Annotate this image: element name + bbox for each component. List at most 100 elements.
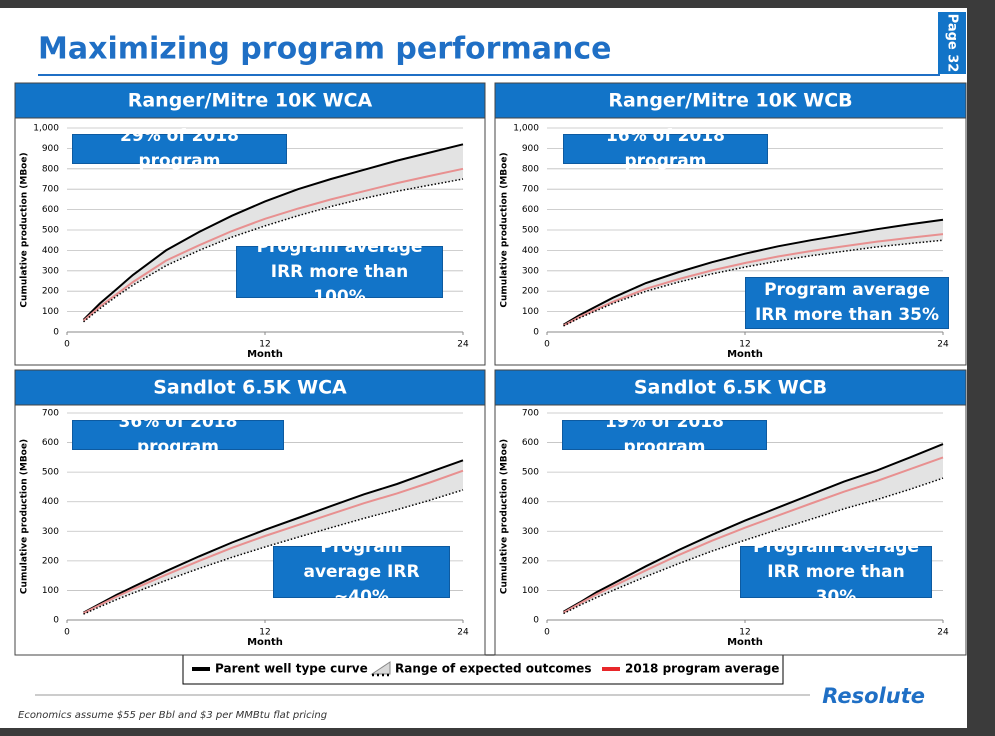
y-tick-label: 100 (42, 586, 59, 596)
legend-label: 2018 program average (625, 662, 779, 676)
series-line (563, 477, 944, 615)
series-line (83, 469, 464, 615)
y-tick-label: 0 (533, 328, 539, 338)
y-tick-label: 700 (42, 409, 59, 419)
panel-header (14, 82, 486, 119)
x-tick-label: 0 (64, 340, 70, 350)
y-tick-label: 300 (42, 527, 59, 537)
panel-title: Ranger/Mitre 10K WCB (608, 90, 852, 112)
y-tick-label: 400 (42, 497, 59, 507)
x-tick-label: 24 (457, 340, 469, 350)
y-axis-label: Cumulative production (MBoe) (500, 152, 510, 307)
range-area (563, 444, 943, 614)
series-line (563, 456, 944, 614)
legend-label: Parent well type curve (215, 662, 368, 676)
x-tick-label: 0 (64, 628, 70, 638)
y-tick-label: 200 (42, 556, 59, 566)
legend-swatch (370, 661, 391, 675)
y-tick-label: 300 (522, 527, 539, 537)
y-tick-label: 600 (522, 438, 539, 448)
y-tick-label: 600 (42, 205, 59, 215)
irr-note: Program average IRR ~40% (273, 537, 450, 607)
y-tick-label: 400 (42, 246, 59, 256)
logo: Resolute (822, 684, 925, 708)
footer-note: Economics assume $55 per Bbl and $3 per … (18, 710, 327, 721)
callout: 29% of 2018 program (72, 126, 287, 171)
slide-title: Maximizing program performance (38, 32, 611, 67)
x-tick-label: 24 (937, 628, 949, 638)
y-tick-label: 100 (522, 586, 539, 596)
y-tick-label: 500 (42, 226, 59, 236)
irr-note: Program average IRR more than 30% (740, 537, 932, 607)
y-axis-label: Cumulative production (MBoe) (20, 439, 30, 594)
x-axis-label: Month (727, 349, 763, 360)
callout: 16% of 2018 program (563, 126, 768, 171)
series-line (83, 178, 464, 323)
irr-note: Program average IRR more than 35% (745, 277, 949, 329)
y-axis-label: Cumulative production (MBoe) (20, 152, 30, 307)
x-tick-label: 24 (937, 340, 949, 350)
series-line (563, 239, 944, 327)
x-axis-label: Month (247, 637, 283, 648)
callout: 19% of 2018 program (562, 412, 767, 457)
series-line (563, 443, 944, 613)
y-tick-label: 300 (42, 266, 59, 276)
series-line (83, 489, 464, 615)
x-tick-label: 12 (739, 340, 750, 350)
series-line (82, 167, 464, 322)
series-line (563, 233, 944, 327)
y-tick-label: 700 (42, 185, 59, 195)
y-tick-label: 500 (522, 226, 539, 236)
x-tick-label: 12 (739, 628, 750, 638)
y-tick-label: 900 (42, 144, 59, 154)
series-line (562, 218, 944, 326)
callout: 36% of 2018 program (72, 412, 284, 457)
y-tick-label: 600 (522, 205, 539, 215)
range-area (83, 144, 463, 322)
x-tick-label: 0 (544, 628, 550, 638)
y-tick-label: 400 (522, 246, 539, 256)
y-tick-label: 1,000 (33, 124, 59, 134)
y-tick-label: 800 (522, 164, 539, 174)
y-tick-label: 0 (53, 328, 59, 338)
panel-header (494, 369, 967, 406)
legend-label: Range of expected outcomes (395, 662, 591, 676)
page-tab (938, 12, 966, 74)
panel-title: Sandlot 6.5K WCB (634, 377, 827, 399)
y-tick-label: 200 (522, 287, 539, 297)
y-tick-label: 1,000 (513, 124, 539, 134)
y-axis-label: Cumulative production (MBoe) (500, 439, 510, 594)
x-tick-label: 24 (457, 628, 469, 638)
y-tick-label: 100 (42, 307, 59, 317)
panel-header (14, 369, 486, 406)
x-tick-label: 12 (259, 340, 270, 350)
irr-note: Program average IRR more than 100% (236, 237, 443, 307)
y-tick-label: 700 (522, 409, 539, 419)
y-tick-label: 900 (522, 144, 539, 154)
series-line (83, 459, 464, 614)
x-tick-label: 0 (544, 340, 550, 350)
y-tick-label: 700 (522, 185, 539, 195)
panel-header (494, 82, 967, 119)
x-axis-label: Month (727, 637, 763, 648)
panel-title: Sandlot 6.5K WCA (153, 377, 347, 399)
y-tick-label: 600 (42, 438, 59, 448)
page-number: Page 32 (945, 14, 960, 73)
y-tick-label: 0 (53, 616, 59, 626)
y-tick-label: 800 (42, 164, 59, 174)
y-tick-label: 200 (522, 556, 539, 566)
series-line (82, 143, 464, 321)
y-tick-label: 500 (522, 468, 539, 478)
y-tick-label: 0 (533, 616, 539, 626)
y-tick-label: 500 (42, 468, 59, 478)
y-tick-label: 100 (522, 307, 539, 317)
y-tick-label: 400 (522, 497, 539, 507)
x-tick-label: 12 (259, 628, 270, 638)
legend-box (182, 654, 784, 685)
x-axis-label: Month (247, 349, 283, 360)
y-tick-label: 300 (522, 266, 539, 276)
y-tick-label: 200 (42, 287, 59, 297)
panel-title: Ranger/Mitre 10K WCA (128, 90, 373, 112)
